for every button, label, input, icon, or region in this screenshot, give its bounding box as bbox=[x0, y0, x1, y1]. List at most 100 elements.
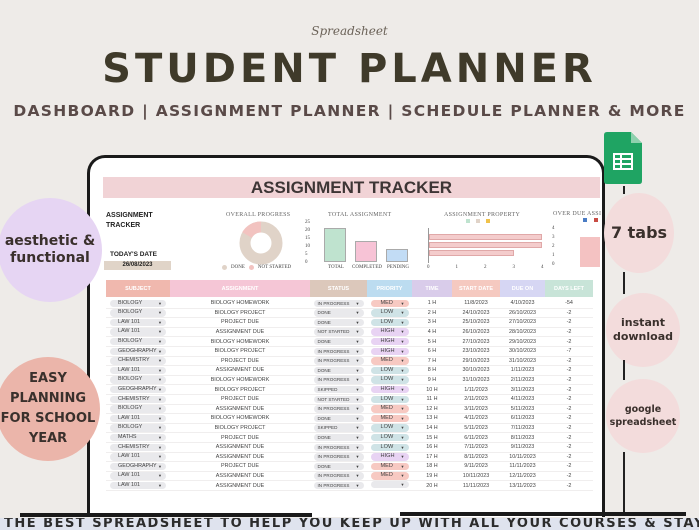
chevron-down-icon[interactable]: ▼ bbox=[400, 319, 405, 325]
cell-assignment[interactable]: BIOLOGY HOMEWORK bbox=[210, 338, 270, 345]
cell-assignment[interactable]: PROJECT DUE bbox=[221, 319, 259, 326]
priority-dropdown[interactable]: MED ▼ bbox=[370, 357, 409, 365]
subject-dropdown[interactable]: BIOLOGY ▼ bbox=[110, 405, 166, 413]
status-dropdown[interactable]: DONE ▼ bbox=[313, 318, 364, 327]
subject-dropdown[interactable]: GEOGHRAPHY ▼ bbox=[110, 385, 166, 394]
chevron-down-icon[interactable]: ▼ bbox=[158, 348, 162, 354]
cell-assignment[interactable]: ASSIGNMENT DUE bbox=[215, 482, 265, 489]
status-dropdown[interactable]: IN PROGRESS ▼ bbox=[313, 357, 364, 365]
cell-subject[interactable]: BIOLOGY ▼ bbox=[106, 337, 170, 346]
cell-subject[interactable]: BIOLOGY ▼ bbox=[106, 424, 170, 432]
chevron-down-icon[interactable]: ▼ bbox=[355, 482, 360, 488]
chevron-down-icon[interactable]: ▼ bbox=[400, 463, 405, 469]
cell-subject[interactable]: LAW 101 ▼ bbox=[106, 481, 170, 490]
cell-status[interactable]: IN PROGRESS ▼ bbox=[310, 405, 367, 413]
cell-priority[interactable]: MED ▼ bbox=[367, 357, 412, 365]
cell-status[interactable]: IN PROGRESS ▼ bbox=[310, 481, 367, 490]
chevron-down-icon[interactable]: ▼ bbox=[355, 329, 360, 335]
cell-priority[interactable]: MED ▼ bbox=[367, 462, 412, 471]
chevron-down-icon[interactable]: ▼ bbox=[158, 482, 162, 488]
cell-subject[interactable]: LAW 101 ▼ bbox=[106, 366, 170, 375]
chevron-down-icon[interactable]: ▼ bbox=[400, 444, 405, 450]
chevron-down-icon[interactable]: ▼ bbox=[400, 329, 405, 335]
cell-priority[interactable]: LOW ▼ bbox=[367, 443, 412, 452]
chevron-down-icon[interactable]: ▼ bbox=[355, 415, 360, 421]
cell-status[interactable]: DONE ▼ bbox=[310, 433, 367, 442]
priority-dropdown[interactable]: HIGH ▼ bbox=[370, 347, 409, 356]
priority-dropdown[interactable]: HIGH ▼ bbox=[370, 385, 409, 394]
subject-dropdown[interactable]: LAW 101 ▼ bbox=[110, 481, 166, 490]
cell-priority[interactable]: ▼ bbox=[367, 480, 412, 491]
cell-priority[interactable]: MED ▼ bbox=[367, 299, 412, 308]
chevron-down-icon[interactable]: ▼ bbox=[158, 396, 162, 402]
cell-subject[interactable]: MATHS ▼ bbox=[106, 433, 170, 442]
chevron-down-icon[interactable]: ▼ bbox=[400, 348, 405, 354]
priority-dropdown[interactable]: LOW ▼ bbox=[370, 376, 409, 384]
cell-status[interactable]: IN PROGRESS ▼ bbox=[310, 347, 367, 356]
subject-dropdown[interactable]: LAW 101 ▼ bbox=[110, 472, 166, 480]
chevron-down-icon[interactable]: ▼ bbox=[158, 338, 162, 344]
cell-subject[interactable]: CHEMISTRY ▼ bbox=[106, 357, 170, 365]
cell-subject[interactable]: LAW 101 ▼ bbox=[106, 328, 170, 336]
status-dropdown[interactable]: SKIPPED ▼ bbox=[313, 385, 364, 394]
status-dropdown[interactable]: IN PROGRESS ▼ bbox=[313, 299, 364, 308]
cell-assignment[interactable]: ASSIGNMENT DUE bbox=[215, 453, 265, 460]
chevron-down-icon[interactable]: ▼ bbox=[158, 358, 162, 364]
cell-status[interactable]: NOT STARTED ▼ bbox=[310, 395, 367, 404]
subject-dropdown[interactable]: BIOLOGY ▼ bbox=[110, 309, 166, 317]
chevron-down-icon[interactable]: ▼ bbox=[355, 348, 360, 354]
chevron-down-icon[interactable]: ▼ bbox=[400, 377, 405, 383]
cell-assignment[interactable]: BIOLOGY HOMEWORK bbox=[210, 415, 270, 422]
chevron-down-icon[interactable]: ▼ bbox=[400, 434, 405, 440]
chevron-down-icon[interactable]: ▼ bbox=[355, 300, 360, 306]
cell-priority[interactable]: MED ▼ bbox=[367, 472, 412, 480]
cell-status[interactable]: IN PROGRESS ▼ bbox=[310, 453, 367, 461]
cell-subject[interactable]: LAW 101 ▼ bbox=[106, 472, 170, 480]
cell-priority[interactable]: LOW ▼ bbox=[367, 433, 412, 442]
chevron-down-icon[interactable]: ▼ bbox=[355, 454, 360, 460]
subject-dropdown[interactable]: CHEMISTRY ▼ bbox=[110, 443, 166, 452]
chevron-down-icon[interactable]: ▼ bbox=[158, 434, 162, 440]
chevron-down-icon[interactable]: ▼ bbox=[400, 481, 405, 487]
status-dropdown[interactable]: IN PROGRESS ▼ bbox=[313, 453, 364, 461]
subject-dropdown[interactable]: BIOLOGY ▼ bbox=[110, 424, 166, 432]
chevron-down-icon[interactable]: ▼ bbox=[355, 386, 360, 392]
subject-dropdown[interactable]: BIOLOGY ▼ bbox=[110, 299, 166, 308]
chevron-down-icon[interactable]: ▼ bbox=[400, 386, 405, 392]
cell-assignment[interactable]: BIOLOGY PROJECT bbox=[214, 386, 266, 393]
chevron-down-icon[interactable]: ▼ bbox=[158, 329, 162, 335]
chevron-down-icon[interactable]: ▼ bbox=[355, 367, 360, 373]
chevron-down-icon[interactable]: ▼ bbox=[400, 310, 405, 316]
cell-assignment[interactable]: ASSIGNMENT DUE bbox=[215, 473, 265, 480]
subject-dropdown[interactable]: BIOLOGY ▼ bbox=[110, 337, 166, 346]
status-dropdown[interactable]: IN PROGRESS ▼ bbox=[313, 405, 364, 413]
chevron-down-icon[interactable]: ▼ bbox=[355, 444, 360, 450]
chevron-down-icon[interactable]: ▼ bbox=[400, 396, 405, 402]
cell-priority[interactable]: HIGH ▼ bbox=[367, 453, 412, 461]
chevron-down-icon[interactable]: ▼ bbox=[158, 386, 162, 392]
cell-status[interactable]: DONE ▼ bbox=[310, 318, 367, 327]
cell-status[interactable]: IN PROGRESS ▼ bbox=[310, 376, 367, 384]
chevron-down-icon[interactable]: ▼ bbox=[158, 367, 162, 373]
cell-assignment[interactable]: ASSIGNMENT DUE bbox=[215, 367, 265, 374]
cell-priority[interactable]: HIGH ▼ bbox=[367, 347, 412, 356]
chevron-down-icon[interactable]: ▼ bbox=[355, 396, 360, 402]
chevron-down-icon[interactable]: ▼ bbox=[158, 463, 162, 469]
cell-subject[interactable]: BIOLOGY ▼ bbox=[106, 376, 170, 384]
status-dropdown[interactable]: NOT STARTED ▼ bbox=[313, 328, 364, 336]
status-dropdown[interactable]: DONE ▼ bbox=[313, 337, 364, 346]
cell-assignment[interactable]: BIOLOGY HOMEWORK bbox=[210, 377, 270, 384]
status-dropdown[interactable]: NOT STARTED ▼ bbox=[313, 395, 364, 404]
cell-assignment[interactable]: BIOLOGY PROJECT bbox=[214, 348, 266, 355]
chevron-down-icon[interactable]: ▼ bbox=[158, 406, 162, 412]
cell-priority[interactable]: HIGH ▼ bbox=[367, 328, 412, 336]
priority-dropdown[interactable]: LOW ▼ bbox=[370, 424, 409, 432]
chevron-down-icon[interactable]: ▼ bbox=[355, 310, 360, 316]
status-dropdown[interactable]: IN PROGRESS ▼ bbox=[313, 347, 364, 356]
cell-priority[interactable]: LOW ▼ bbox=[367, 366, 412, 375]
cell-assignment[interactable]: ASSIGNMENT DUE bbox=[215, 329, 265, 336]
cell-priority[interactable]: LOW ▼ bbox=[367, 395, 412, 404]
chevron-down-icon[interactable]: ▼ bbox=[400, 338, 405, 344]
priority-dropdown[interactable]: MED ▼ bbox=[370, 299, 409, 308]
cell-priority[interactable]: MED ▼ bbox=[367, 405, 412, 413]
